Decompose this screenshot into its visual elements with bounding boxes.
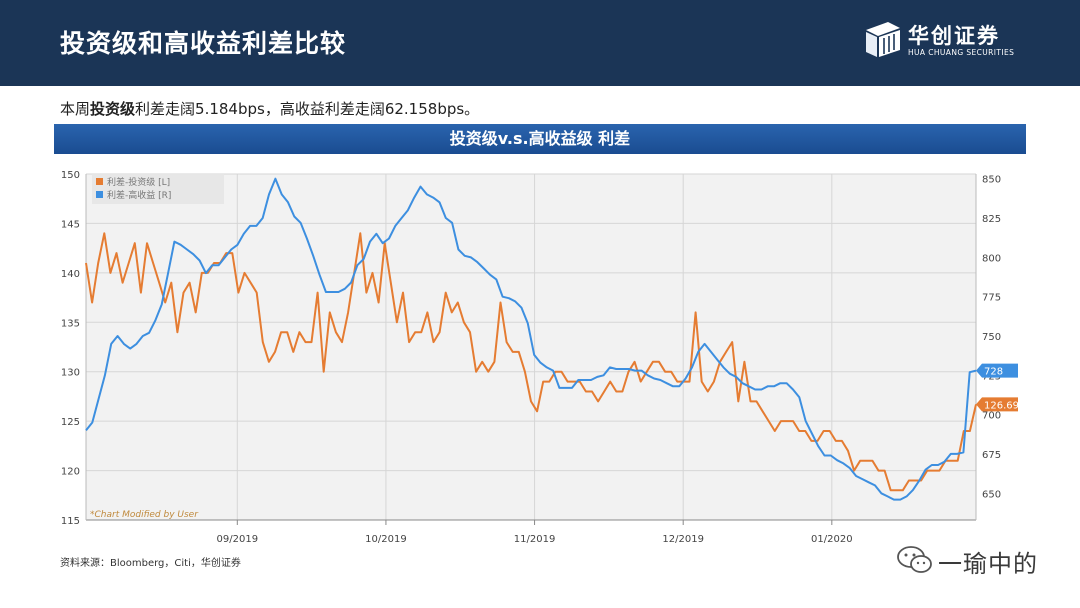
legend-label: 利差-投资级 [L] bbox=[107, 176, 170, 188]
x-axis-ticks: 09/2019 10/2019 11/2019 12/2019 01/2020 bbox=[85, 174, 977, 545]
right-axis-tick-label: 700 bbox=[982, 411, 1001, 422]
chart-legend: 利差-投资级 [L]利差-高收益 [R] bbox=[92, 174, 224, 204]
wechat-icon bbox=[897, 546, 932, 573]
source-note: 资料来源：Bloomberg，Citi，华创证券 bbox=[60, 558, 241, 569]
left-axis-tick-label: 120 bbox=[61, 467, 80, 478]
right-axis-tick-label: 800 bbox=[982, 253, 1001, 264]
left-axis-ticks: 115 120 125 130 135 140 145 150 bbox=[61, 170, 80, 527]
last-value-label-hy: 728 bbox=[984, 367, 1003, 378]
legend-label: 利差-高收益 [R] bbox=[107, 189, 171, 201]
left-axis-tick-label: 140 bbox=[61, 269, 80, 280]
logo-mark-icon bbox=[866, 22, 900, 57]
logo-text-cn: 华创证券 bbox=[908, 24, 1000, 48]
company-logo: 华创证券 HUA CHUANG SECURITIES bbox=[864, 20, 1034, 66]
right-axis-tick-label: 675 bbox=[982, 450, 1001, 461]
series-line-investment-grade bbox=[85, 232, 977, 492]
x-axis-tick-label: 11/2019 bbox=[514, 534, 556, 545]
watermark-text: 一瑜中的 bbox=[938, 550, 1038, 578]
plot-background bbox=[86, 174, 976, 520]
x-axis-tick-label: 10/2019 bbox=[365, 534, 407, 545]
x-axis-tick-label: 01/2020 bbox=[811, 534, 853, 545]
header-bar: 投资级和高收益利差比较 华创证券 HUA CHUANG SECURITIES bbox=[0, 0, 1080, 86]
left-axis-tick-label: 150 bbox=[61, 170, 80, 181]
grid-lines bbox=[86, 173, 976, 521]
series-line-high-yield bbox=[85, 177, 977, 501]
last-value-tag-ig bbox=[976, 397, 1018, 412]
right-axis-tick-label: 650 bbox=[982, 489, 1001, 500]
wechat-watermark: 一瑜中的 bbox=[896, 540, 1056, 580]
right-axis-ticks: 650675700725750775800825850 bbox=[982, 175, 1001, 501]
left-axis-tick-label: 135 bbox=[61, 318, 80, 329]
summary-bold: 投资级 bbox=[90, 100, 136, 118]
chart-annotation: *Chart Modified by User bbox=[90, 510, 199, 520]
chart-title: 投资级v.s.高收益级 利差 bbox=[449, 129, 631, 148]
last-value-tag-hy bbox=[976, 363, 1018, 378]
series-lines bbox=[85, 177, 977, 501]
chart-banner: 投资级v.s.高收益级 利差 bbox=[54, 124, 1026, 154]
left-axis-tick-label: 115 bbox=[61, 516, 80, 527]
last-value-label-ig: 126.69 bbox=[984, 400, 1019, 411]
left-axis-tick-label: 125 bbox=[61, 417, 80, 428]
last-value-labels: 126.69 728 bbox=[976, 363, 1019, 412]
page-title: 投资级和高收益利差比较 bbox=[60, 29, 347, 58]
left-axis-tick-label: 145 bbox=[61, 219, 80, 230]
legend-swatch bbox=[96, 178, 103, 185]
left-axis-tick-label: 130 bbox=[61, 368, 80, 379]
right-axis-tick-label: 750 bbox=[982, 332, 1001, 343]
right-axis-tick-label: 825 bbox=[982, 214, 1001, 225]
x-axis-tick-label: 09/2019 bbox=[217, 534, 259, 545]
summary-text: 本周投资级利差走阔5.184bps，高收益利差走阔62.158bps。 bbox=[60, 98, 479, 119]
summary-rest: 利差走阔5.184bps，高收益利差走阔62.158bps。 bbox=[135, 100, 480, 118]
right-axis-tick-label: 775 bbox=[982, 293, 1001, 304]
x-axis-tick-label: 12/2019 bbox=[662, 534, 704, 545]
right-axis-tick-label: 850 bbox=[982, 175, 1001, 186]
legend-swatch bbox=[96, 191, 103, 198]
summary-prefix: 本周 bbox=[60, 100, 91, 118]
logo-text-en: HUA CHUANG SECURITIES bbox=[908, 48, 1015, 57]
legend-box bbox=[92, 174, 224, 204]
